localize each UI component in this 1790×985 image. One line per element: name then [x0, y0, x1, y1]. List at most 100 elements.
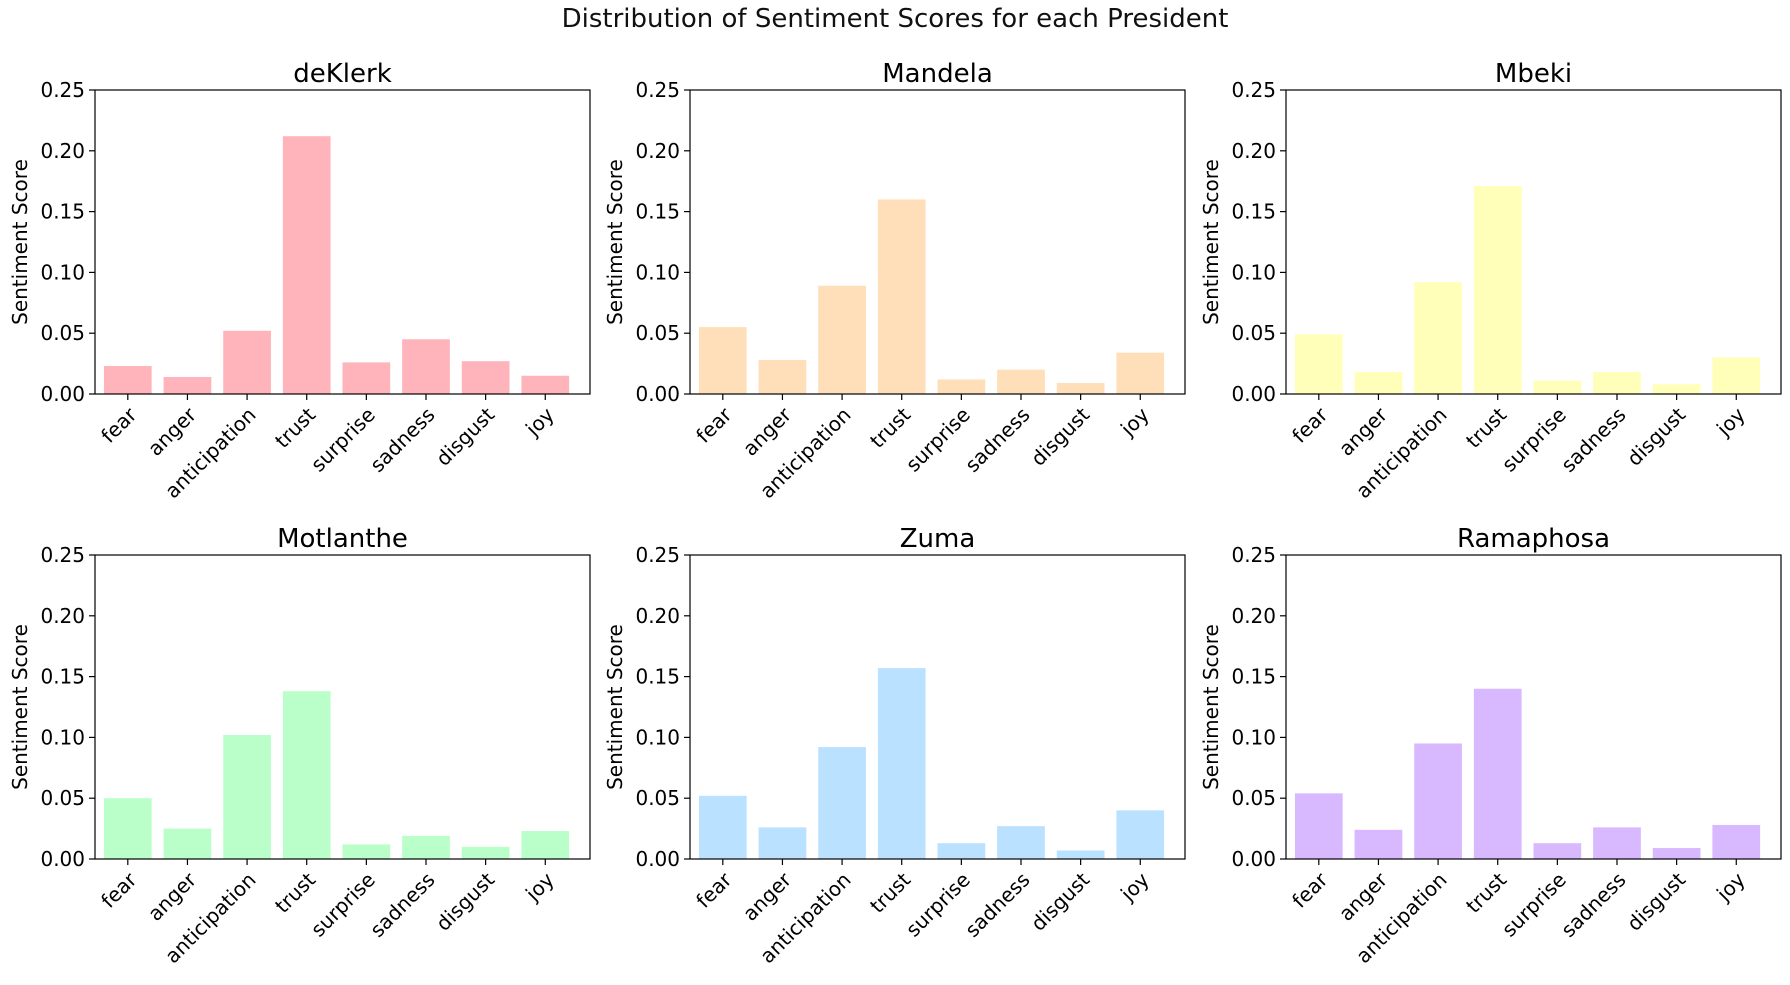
- x-tick-label-surprise: surprise: [306, 403, 380, 477]
- bar-sadness: [1593, 827, 1641, 859]
- y-tick-label: 0.00: [1231, 382, 1276, 406]
- subplot-title: Mbeki: [1495, 59, 1572, 89]
- x-tick-label-fear: fear: [1287, 402, 1333, 448]
- y-tick-label: 0.20: [40, 139, 85, 163]
- x-tick-label-joy: joy: [1115, 867, 1154, 906]
- bar-anticipation: [1414, 743, 1462, 859]
- x-tick-label-anger: anger: [143, 402, 202, 461]
- x-tick-label-joy: joy: [1711, 867, 1750, 906]
- bar-disgust: [1056, 383, 1105, 394]
- y-axis-label: Sentiment Score: [1199, 159, 1223, 325]
- axes-frame: [94, 554, 591, 860]
- x-tick-label-trust: trust: [270, 402, 320, 452]
- bar-surprise: [342, 844, 391, 859]
- bar-sadness: [997, 826, 1045, 859]
- bar-disgust: [1056, 850, 1105, 859]
- y-tick-label: 0.15: [40, 665, 85, 689]
- y-tick-label: 0.25: [635, 543, 680, 567]
- y-tick-label: 0.25: [1231, 543, 1276, 567]
- y-axis-label: Sentiment Score: [8, 624, 32, 790]
- x-tick-label-sadness: sadness: [960, 868, 1034, 942]
- y-tick-label: 0.05: [635, 786, 680, 810]
- bar-joy: [1712, 357, 1761, 394]
- x-tick-label-trust: trust: [270, 867, 320, 917]
- axes-frame: [689, 89, 1186, 395]
- x-tick-label-trust: trust: [865, 402, 915, 452]
- x-tick-label-fear: fear: [1287, 867, 1333, 913]
- x-tick-label-disgust: disgust: [1026, 867, 1094, 935]
- bar-anticipation: [818, 285, 866, 394]
- y-tick-label: 0.10: [1231, 260, 1276, 284]
- bar-trust: [282, 136, 331, 394]
- y-tick-label: 0.25: [1231, 78, 1276, 102]
- y-tick-label: 0.10: [40, 260, 85, 284]
- bar-disgust: [461, 361, 510, 394]
- y-tick-label: 0.20: [635, 139, 680, 163]
- y-axis-label: Sentiment Score: [603, 624, 627, 790]
- y-tick-label: 0.20: [635, 604, 680, 628]
- subplot-title: Mandela: [882, 59, 993, 89]
- bar-anticipation: [223, 330, 271, 394]
- x-tick-label-anger: anger: [143, 867, 202, 926]
- x-tick-label-sadness: sadness: [1556, 403, 1630, 477]
- y-axis-label: Sentiment Score: [8, 159, 32, 325]
- bar-trust: [282, 691, 331, 859]
- y-tick-label: 0.15: [40, 200, 85, 224]
- y-tick-label: 0.05: [635, 321, 680, 345]
- y-tick-label: 0.00: [1231, 847, 1276, 871]
- bar-anger: [1354, 372, 1403, 394]
- bar-fear: [1294, 334, 1343, 394]
- y-tick-label: 0.00: [635, 382, 680, 406]
- bar-fear: [698, 795, 747, 859]
- x-tick-label-joy: joy: [520, 867, 559, 906]
- y-tick-label: 0.00: [635, 847, 680, 871]
- bar-anticipation: [818, 747, 866, 859]
- x-tick-label-surprise: surprise: [1497, 403, 1571, 477]
- x-tick-label-sadness: sadness: [960, 403, 1034, 477]
- x-tick-label-anger: anger: [1334, 867, 1393, 926]
- y-tick-label: 0.15: [1231, 200, 1276, 224]
- x-tick-label-fear: fear: [691, 867, 737, 913]
- y-tick-label: 0.00: [40, 382, 85, 406]
- x-tick-label-fear: fear: [96, 867, 142, 913]
- bar-disgust: [1652, 848, 1701, 859]
- bar-disgust: [461, 846, 510, 859]
- x-tick-label-anger: anger: [738, 402, 797, 461]
- y-tick-label: 0.15: [1231, 665, 1276, 689]
- x-tick-label-disgust: disgust: [431, 402, 499, 470]
- x-tick-label-disgust: disgust: [1622, 402, 1690, 470]
- bar-anger: [163, 828, 212, 859]
- x-tick-label-fear: fear: [96, 402, 142, 448]
- bar-joy: [521, 831, 570, 859]
- bar-joy: [1116, 810, 1165, 859]
- x-tick-label-disgust: disgust: [431, 867, 499, 935]
- bar-fear: [103, 798, 152, 859]
- bar-disgust: [1652, 384, 1701, 394]
- x-tick-label-fear: fear: [691, 402, 737, 448]
- y-tick-label: 0.00: [40, 847, 85, 871]
- y-tick-label: 0.15: [635, 200, 680, 224]
- y-tick-label: 0.05: [1231, 321, 1276, 345]
- y-tick-label: 0.05: [40, 786, 85, 810]
- x-tick-label-disgust: disgust: [1622, 867, 1690, 935]
- bar-trust: [1473, 186, 1522, 394]
- y-tick-label: 0.25: [635, 78, 680, 102]
- axes-frame: [689, 554, 1186, 860]
- y-tick-label: 0.10: [635, 260, 680, 284]
- bar-sadness: [997, 369, 1045, 394]
- x-tick-label-disgust: disgust: [1026, 402, 1094, 470]
- bar-surprise: [937, 843, 986, 859]
- x-tick-label-trust: trust: [1461, 867, 1511, 917]
- bar-fear: [1294, 793, 1343, 859]
- y-tick-label: 0.10: [40, 725, 85, 749]
- y-tick-label: 0.20: [1231, 139, 1276, 163]
- axes-frame: [1285, 89, 1782, 395]
- x-tick-label-trust: trust: [865, 867, 915, 917]
- bar-anger: [163, 376, 212, 394]
